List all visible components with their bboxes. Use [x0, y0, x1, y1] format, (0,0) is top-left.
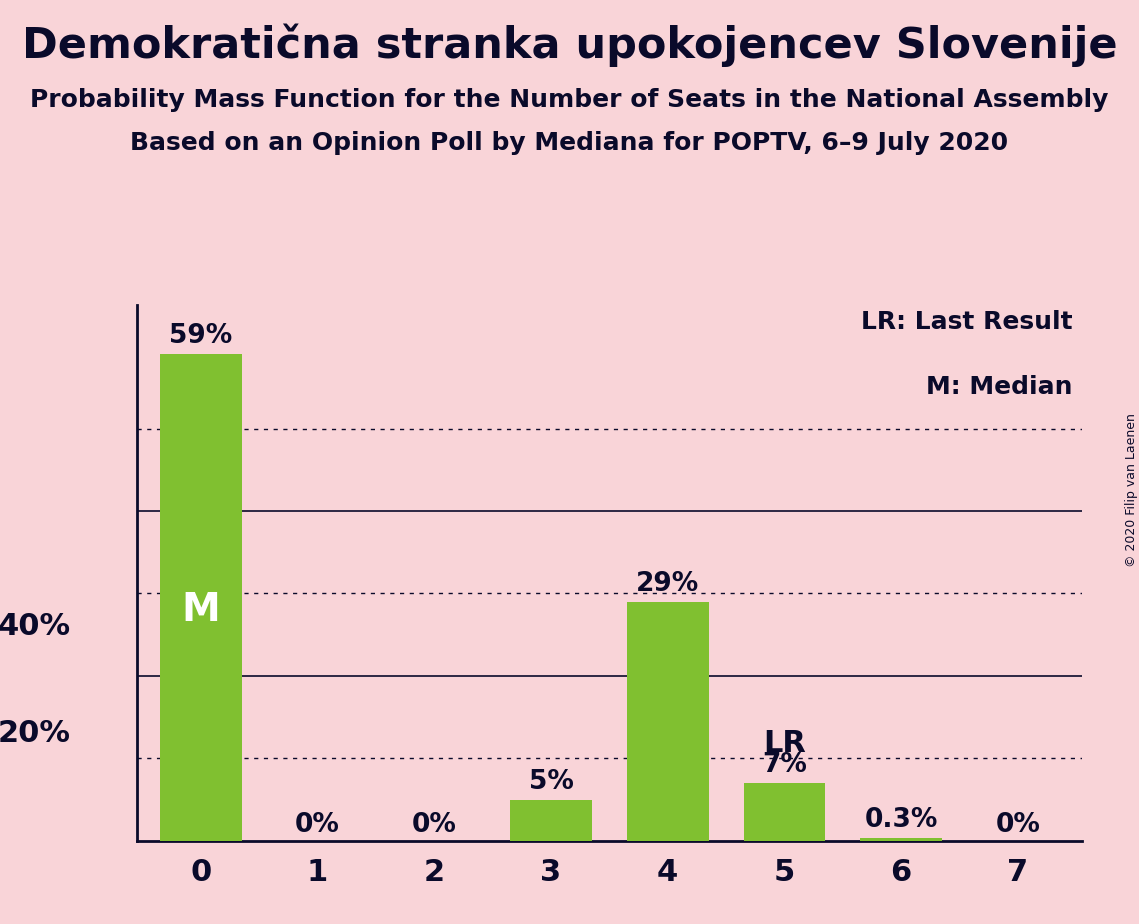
Text: 29%: 29%	[636, 571, 699, 597]
Text: Based on an Opinion Poll by Mediana for POPTV, 6–9 July 2020: Based on an Opinion Poll by Mediana for …	[131, 131, 1008, 155]
Text: Probability Mass Function for the Number of Seats in the National Assembly: Probability Mass Function for the Number…	[31, 88, 1108, 112]
Text: Demokratična stranka upokojencev Slovenije: Demokratična stranka upokojencev Sloveni…	[22, 23, 1117, 67]
Text: M: M	[181, 591, 220, 629]
Bar	[510, 799, 592, 841]
Text: 40%: 40%	[0, 612, 71, 641]
Text: 0.3%: 0.3%	[865, 808, 937, 833]
Text: 0%: 0%	[412, 812, 457, 838]
Bar	[860, 838, 942, 841]
Text: LR: Last Result: LR: Last Result	[861, 310, 1073, 334]
Text: 5%: 5%	[528, 769, 573, 795]
Bar	[744, 784, 826, 841]
Text: 7%: 7%	[762, 752, 806, 778]
Text: 0%: 0%	[995, 812, 1040, 838]
Bar	[626, 602, 708, 841]
Text: LR: LR	[763, 729, 806, 759]
Bar	[159, 355, 241, 841]
Text: 59%: 59%	[170, 323, 232, 349]
Text: 0%: 0%	[295, 812, 341, 838]
Text: 20%: 20%	[0, 719, 71, 748]
Text: © 2020 Filip van Laenen: © 2020 Filip van Laenen	[1124, 413, 1138, 566]
Text: M: Median: M: Median	[926, 374, 1073, 398]
